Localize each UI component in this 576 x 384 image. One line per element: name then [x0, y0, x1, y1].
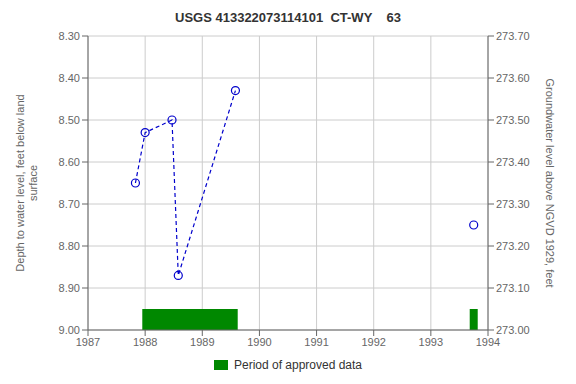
svg-text:8.60: 8.60	[59, 156, 80, 168]
svg-text:273.70: 273.70	[496, 30, 530, 42]
svg-text:273.60: 273.60	[496, 72, 530, 84]
svg-text:273.20: 273.20	[496, 240, 530, 252]
svg-text:8.30: 8.30	[59, 30, 80, 42]
svg-text:273.30: 273.30	[496, 198, 530, 210]
svg-text:Depth to water level, feet bel: Depth to water level, feet below landsur…	[14, 94, 39, 271]
svg-text:1994: 1994	[476, 336, 500, 348]
html-text:USGS 413322073114101 CT-WY 63: USGS 413322073114101 CT-WY 63	[175, 10, 401, 25]
html-text:Period of approved data: Period of approved data	[234, 358, 362, 372]
svg-text:8.80: 8.80	[59, 240, 80, 252]
svg-text:273.40: 273.40	[496, 156, 530, 168]
svg-text:1993: 1993	[419, 336, 443, 348]
svg-text:1988: 1988	[133, 336, 157, 348]
svg-text:1989: 1989	[190, 336, 214, 348]
svg-text:1990: 1990	[247, 336, 271, 348]
svg-text:8.70: 8.70	[59, 198, 80, 210]
svg-text:273.00: 273.00	[496, 324, 530, 336]
svg-text:8.90: 8.90	[59, 282, 80, 294]
svg-text:1992: 1992	[361, 336, 385, 348]
svg-text:273.50: 273.50	[496, 114, 530, 126]
svg-text:8.40: 8.40	[59, 72, 80, 84]
svg-text:1987: 1987	[76, 336, 100, 348]
svg-text:8.50: 8.50	[59, 114, 80, 126]
svg-text:9.00: 9.00	[59, 324, 80, 336]
svg-text:Groundwater level above NGVD 1: Groundwater level above NGVD 1929, feet	[544, 78, 556, 287]
svg-text:273.10: 273.10	[496, 282, 530, 294]
svg-text:1991: 1991	[304, 336, 328, 348]
